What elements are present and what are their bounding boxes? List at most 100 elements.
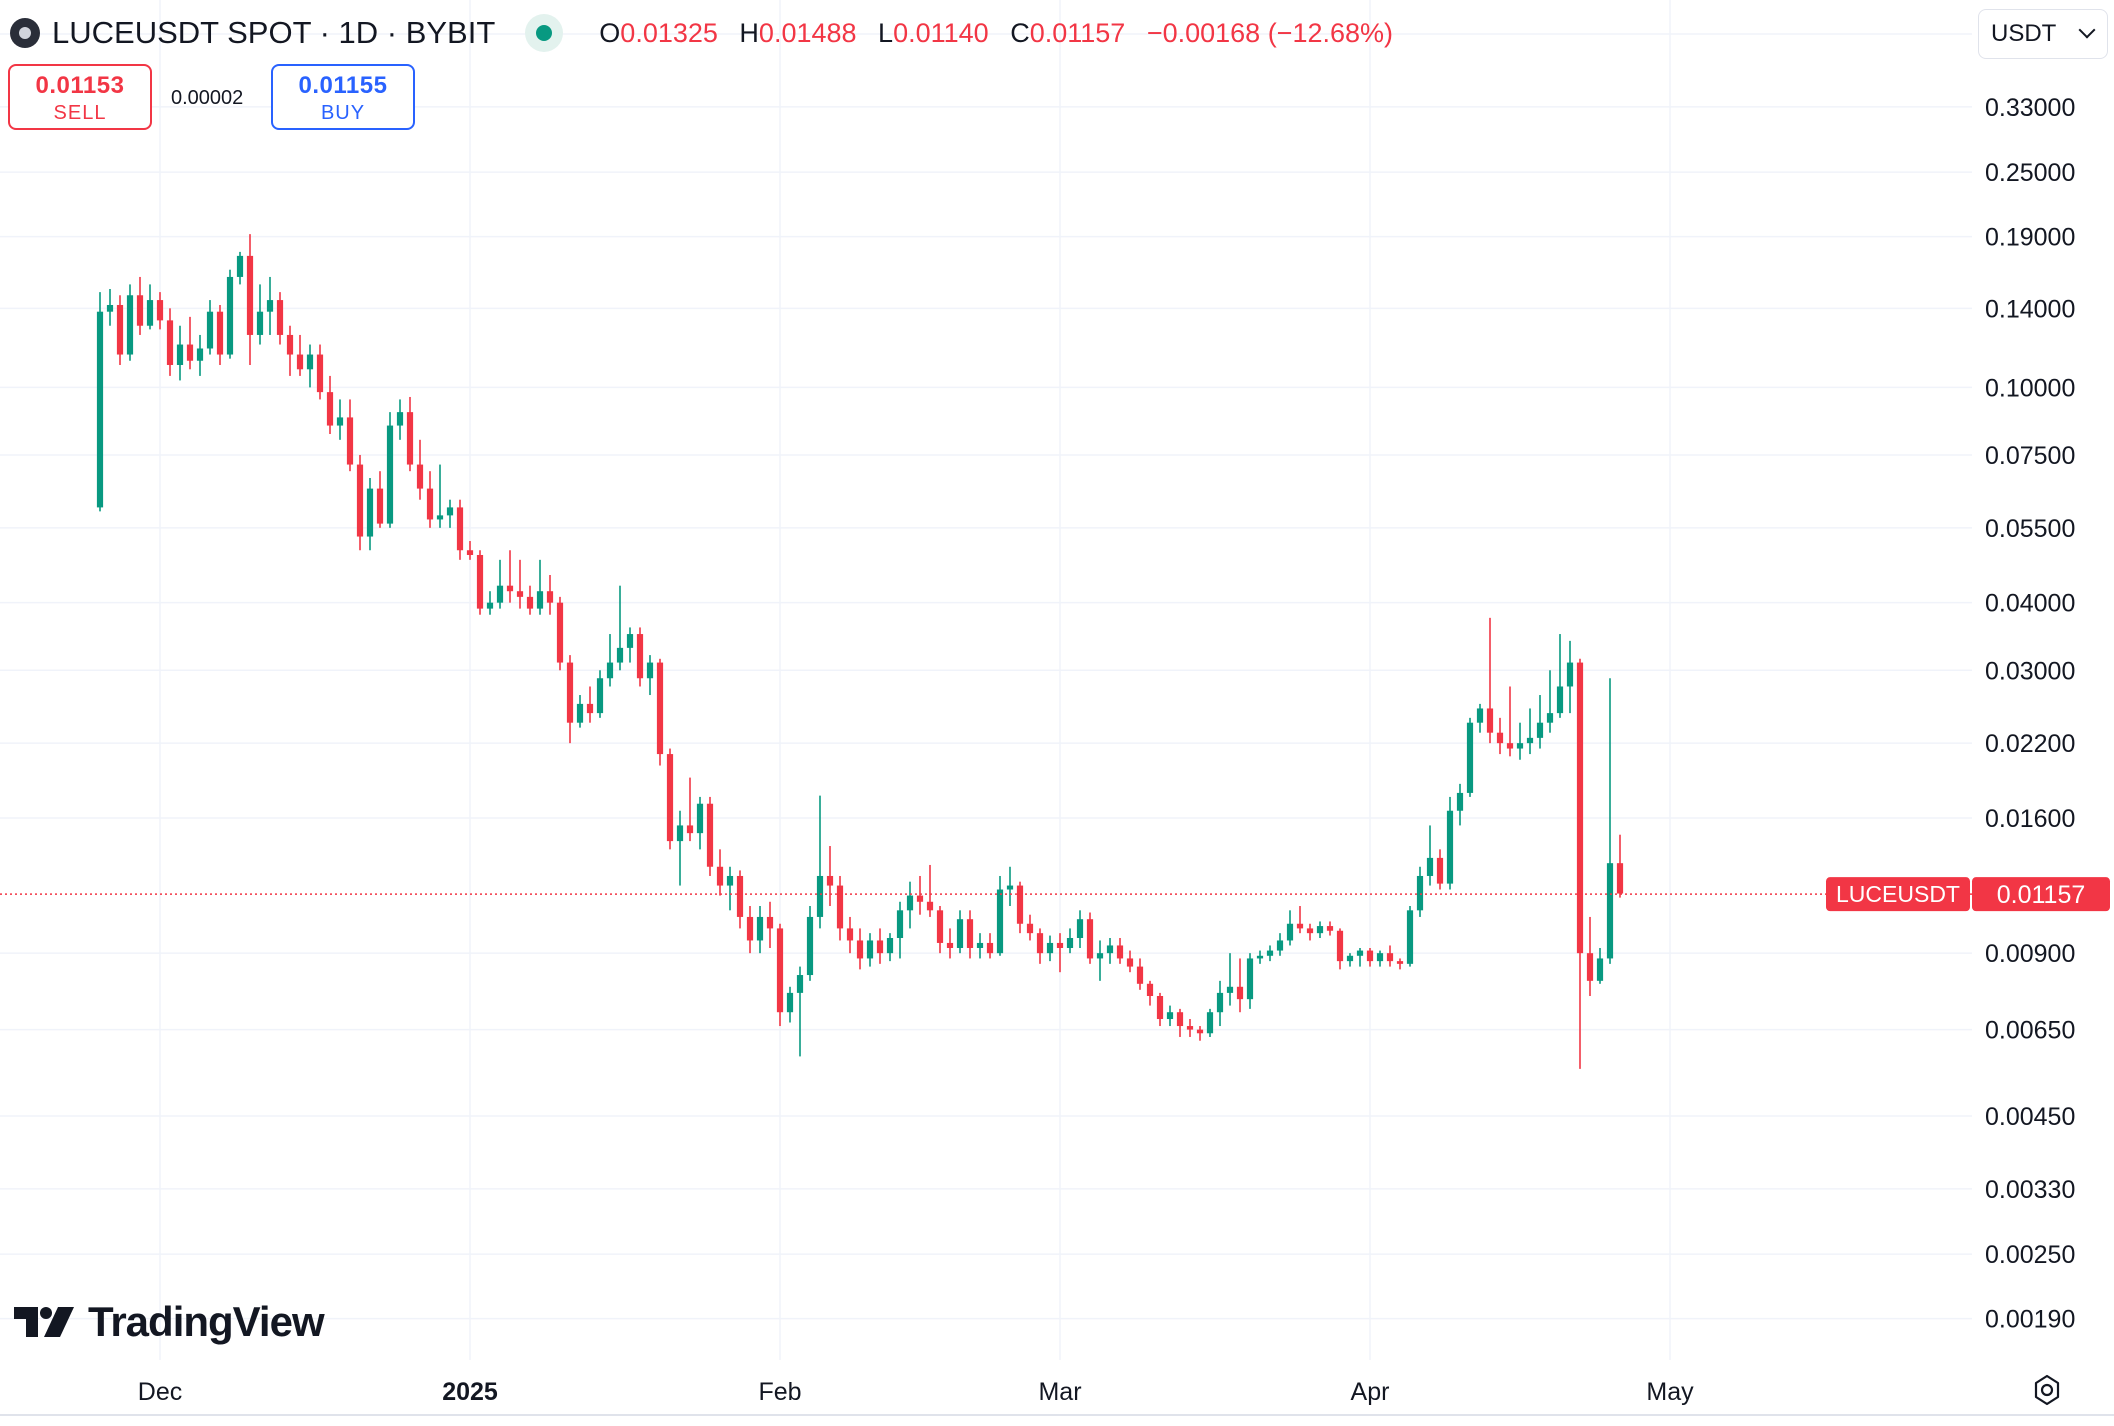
candle [646, 655, 654, 696]
tradingview-mark-icon [14, 1307, 74, 1337]
candle [336, 399, 344, 440]
candle [966, 910, 974, 959]
y-tick-label: 0.02200 [1985, 730, 2075, 758]
candle [306, 344, 314, 388]
candle-body [1056, 942, 1064, 948]
low-value: 0.01140 [893, 17, 989, 48]
candle-body [776, 928, 784, 1013]
symbol-price-tag-label: LUCEUSDT [1836, 881, 1960, 907]
candle [1506, 686, 1514, 757]
candle [796, 966, 804, 1057]
candle-body [746, 916, 754, 941]
candle-body [696, 803, 704, 834]
candle-body [236, 255, 244, 277]
candle [546, 574, 554, 615]
candle [1426, 825, 1434, 886]
candle [676, 810, 684, 886]
candle-body [1596, 958, 1604, 981]
open-value: 0.01325 [620, 17, 718, 48]
y-tick-label: 0.25000 [1985, 159, 2075, 187]
y-tick-label: 0.00650 [1985, 1017, 2075, 1045]
candle-body [626, 634, 634, 648]
candle-body [756, 916, 764, 941]
candle [1086, 912, 1094, 964]
currency-select[interactable]: USDT [1978, 9, 2108, 59]
settings-icon[interactable] [2030, 1373, 2064, 1407]
candle [426, 471, 434, 528]
candle-body [156, 300, 164, 321]
candle-body [226, 276, 234, 355]
candle-body [926, 901, 934, 911]
candle [456, 499, 464, 560]
candle [996, 875, 1004, 956]
candle [776, 923, 784, 1027]
candle-body [1196, 1029, 1204, 1034]
candle-body [1376, 953, 1384, 962]
candle [1236, 958, 1244, 1013]
candle [846, 916, 854, 954]
candle [566, 655, 574, 744]
candle-body [676, 825, 684, 842]
candle [516, 559, 524, 609]
candle [1196, 1026, 1204, 1041]
candle [1476, 703, 1484, 733]
candle-body [606, 662, 614, 679]
candle [406, 396, 414, 472]
candle-body [136, 295, 144, 326]
tradingview-logo[interactable]: TradingView [14, 1298, 325, 1346]
candle [576, 695, 584, 728]
candle-body [1026, 923, 1034, 934]
candle [1106, 937, 1114, 964]
y-tick-label: 0.07500 [1985, 442, 2075, 470]
candle-body [1426, 857, 1434, 876]
candle [216, 304, 224, 365]
candle-body [1276, 940, 1284, 951]
candle-body [1326, 926, 1334, 931]
candle-body [1396, 961, 1404, 964]
candle-body [1306, 928, 1314, 934]
buy-button[interactable]: 0.01155 BUY [271, 64, 415, 130]
candle-body [1546, 713, 1554, 723]
candle [1276, 933, 1284, 956]
candle-body [566, 662, 574, 723]
exchange-logo-icon[interactable] [10, 18, 40, 48]
y-tick-label: 0.00450 [1985, 1103, 2075, 1131]
candle [1486, 617, 1494, 744]
candle-body [716, 866, 724, 886]
candle-body [286, 334, 294, 355]
y-tick-label: 0.04000 [1985, 590, 2075, 618]
candle [396, 399, 404, 440]
candle [226, 269, 234, 359]
candle [626, 627, 634, 663]
candle [286, 325, 294, 376]
x-tick-label: Mar [1038, 1378, 1081, 1406]
sell-button[interactable]: 0.01153 SELL [8, 64, 152, 130]
candle [1286, 910, 1294, 946]
candle [436, 464, 444, 528]
candle-body [186, 344, 194, 361]
candle-body [1216, 992, 1224, 1013]
candle [1146, 980, 1154, 1006]
candle [816, 795, 824, 929]
candle [1536, 695, 1544, 749]
candle-body [1036, 933, 1044, 954]
candle [926, 864, 934, 917]
candle-body [326, 392, 334, 426]
candle-body [456, 507, 464, 551]
chart-header: LUCEUSDT SPOT · 1D · BYBIT O0.01325 H0.0… [10, 12, 1393, 54]
candle-body [736, 875, 744, 917]
candle [1126, 950, 1134, 973]
candle-body [1136, 966, 1144, 984]
symbol-title[interactable]: LUCEUSDT SPOT · 1D · BYBIT [52, 15, 496, 50]
candle-body [1436, 857, 1444, 884]
candle-body [1496, 732, 1504, 744]
candle [1346, 953, 1354, 967]
candle [496, 559, 504, 609]
market-open-status-icon[interactable] [525, 14, 564, 52]
candle-body [616, 647, 624, 663]
candle [1176, 1008, 1184, 1037]
candle-body [276, 300, 284, 335]
candle [346, 399, 354, 472]
candle [1466, 717, 1474, 797]
